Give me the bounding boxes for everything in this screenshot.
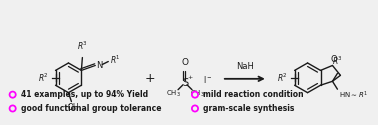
Text: mild reaction condition: mild reaction condition [203, 90, 304, 99]
Text: O: O [330, 55, 337, 64]
Circle shape [9, 91, 17, 99]
Text: +: + [187, 75, 193, 80]
Text: OH: OH [68, 103, 79, 112]
Text: gram-scale synthesis: gram-scale synthesis [203, 104, 294, 113]
Text: $\mathregular{CH_3}$: $\mathregular{CH_3}$ [189, 88, 204, 99]
Text: $R^3$: $R^3$ [77, 39, 88, 52]
Text: N: N [96, 61, 102, 70]
Text: S: S [182, 78, 188, 88]
Circle shape [11, 92, 15, 97]
Text: +: + [145, 72, 155, 85]
Text: HN$\mathregular{\sim}R^1$: HN$\mathregular{\sim}R^1$ [339, 90, 369, 101]
Circle shape [193, 92, 197, 97]
Text: O: O [181, 58, 189, 68]
Circle shape [9, 104, 17, 112]
Text: $R^3$: $R^3$ [332, 55, 343, 68]
Text: $R^1$: $R^1$ [110, 53, 121, 66]
Text: $R^2$: $R^2$ [277, 72, 288, 84]
Text: $\mathregular{CH_3}$: $\mathregular{CH_3}$ [166, 88, 181, 99]
Text: $R^2$: $R^2$ [38, 72, 49, 84]
Text: I$^-$: I$^-$ [203, 74, 212, 85]
Circle shape [191, 104, 199, 112]
Text: 41 examples, up to 94% Yield: 41 examples, up to 94% Yield [21, 90, 148, 99]
Text: good functional group tolerance: good functional group tolerance [21, 104, 161, 113]
Circle shape [193, 106, 197, 111]
Circle shape [191, 91, 199, 99]
Text: NaH: NaH [236, 62, 254, 71]
Circle shape [11, 106, 15, 111]
